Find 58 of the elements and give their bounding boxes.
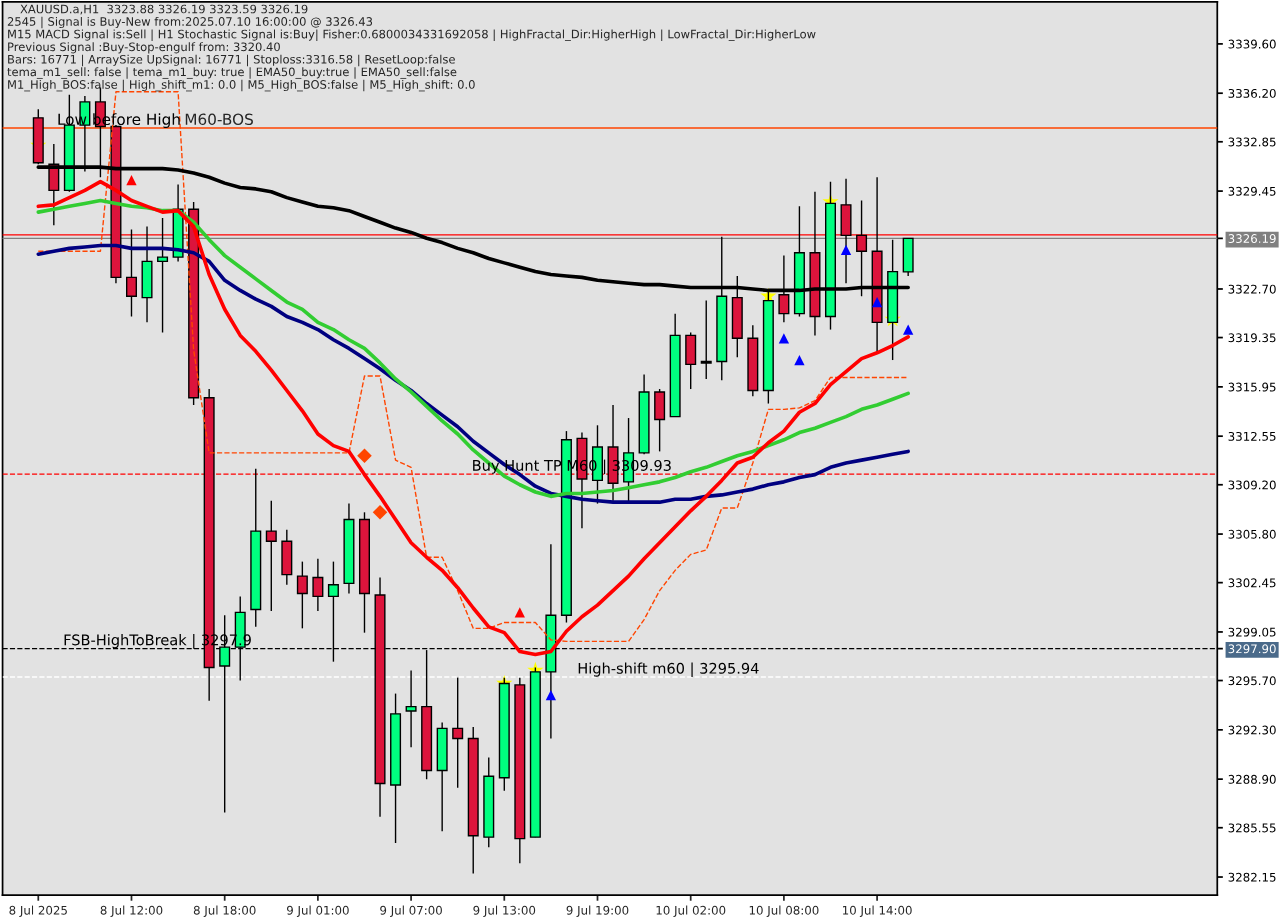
x-tick-label: 9 Jul 01:00 xyxy=(286,905,349,917)
y-tick-label: 3292.30 xyxy=(1228,725,1276,735)
chart-title: XAUUSD.a,H1 3323.88 3326.19 3323.59 3326.19 xyxy=(20,4,308,15)
annotation: 2545 | Signal is Buy-New from:2025.07.10 16:00:00 @ 3326.43 xyxy=(7,16,373,29)
y-tick-label: 3332.85 xyxy=(1228,137,1276,147)
y-tick-label: 3336.20 xyxy=(1228,88,1276,98)
candlestick xyxy=(452,676,464,789)
y-tick-label: 3285.55 xyxy=(1228,823,1276,833)
point xyxy=(357,448,372,464)
y-tick-label: 3312.55 xyxy=(1228,431,1276,441)
line-series xyxy=(36,243,910,504)
x-tick-label: 10 Jul 14:00 xyxy=(843,905,912,917)
annotation: M1_High_BOS:false | High_shift_m1: 0.0 | M5_High_BOS:false | M5_High_shift: 0.0 xyxy=(8,79,475,92)
y-tick-label: 3305.80 xyxy=(1228,529,1276,539)
y-tick-label: 3319.35 xyxy=(1228,333,1276,343)
x-tick-label: 9 Jul 19:00 xyxy=(566,905,629,917)
y-tick-label: 3329.45 xyxy=(1228,186,1276,196)
y-tick-label: 3288.90 xyxy=(1228,774,1276,784)
candlestick xyxy=(700,299,712,380)
y-tick-label: 3299.05 xyxy=(1228,627,1276,637)
point xyxy=(778,333,790,344)
candlestick xyxy=(125,228,137,318)
x-tick-label: 8 Jul 2025 xyxy=(9,905,67,917)
y-tick-label: 3282.15 xyxy=(1228,872,1276,882)
y-tick-label: 3326.19 xyxy=(1228,234,1276,244)
candlestick xyxy=(296,560,308,630)
candlestick xyxy=(265,500,277,612)
point xyxy=(126,175,137,186)
y-tick-label: 3322.70 xyxy=(1228,284,1276,294)
y-tick-label: 3309.20 xyxy=(1228,480,1276,490)
annotation: Bars: 16771 | ArraySize UpSignal: 16771 | Stoploss:3316.58 | ResetLoop:false xyxy=(8,54,455,67)
x-tick-label: 10 Jul 02:00 xyxy=(656,905,726,917)
annotation: Previous Signal :Buy-Stop-engulf from: 3320.40 xyxy=(8,42,280,54)
annotation: M15 MACD Signal is:Sell | H1 Stochastic Signal is:Buy| Fisher:0.6800034331692058 | HighFractal_Dir:HigherHigh | LowFractal_Dir:HigherLow xyxy=(8,29,816,41)
y-tick-label: 3295.70 xyxy=(1228,676,1276,686)
annotation: M60-BOS xyxy=(185,113,253,126)
point xyxy=(372,505,388,520)
x-tick-label: 10 Jul 08:00 xyxy=(749,905,819,917)
point xyxy=(794,354,805,366)
x-tick-label: 8 Jul 18:00 xyxy=(193,905,256,917)
candlestick xyxy=(405,669,417,748)
point xyxy=(514,607,525,618)
point xyxy=(903,324,914,335)
line-series xyxy=(36,198,910,499)
point xyxy=(840,244,852,255)
x-tick-label: 9 Jul 07:00 xyxy=(380,905,442,917)
y-tick-label: 3297.90 xyxy=(1228,644,1276,654)
candlestick xyxy=(157,217,169,334)
point xyxy=(871,296,883,308)
y-tick-label: 3302.45 xyxy=(1228,578,1276,588)
point xyxy=(545,689,557,701)
x-tick-label: 9 Jul 13:00 xyxy=(473,905,536,917)
y-tick-label: 3339.60 xyxy=(1228,39,1276,49)
annotation: tema_m1_sell: false | tema_m1_buy: true | EMA50_buy:true | EMA50_sell:false xyxy=(7,67,457,79)
x-tick-label: 8 Jul 12:00 xyxy=(100,905,163,917)
candlestick xyxy=(312,558,324,612)
ref-line-label: High-shift m60 | 3295.94 xyxy=(578,662,759,678)
y-tick-label: 3315.95 xyxy=(1228,382,1276,392)
